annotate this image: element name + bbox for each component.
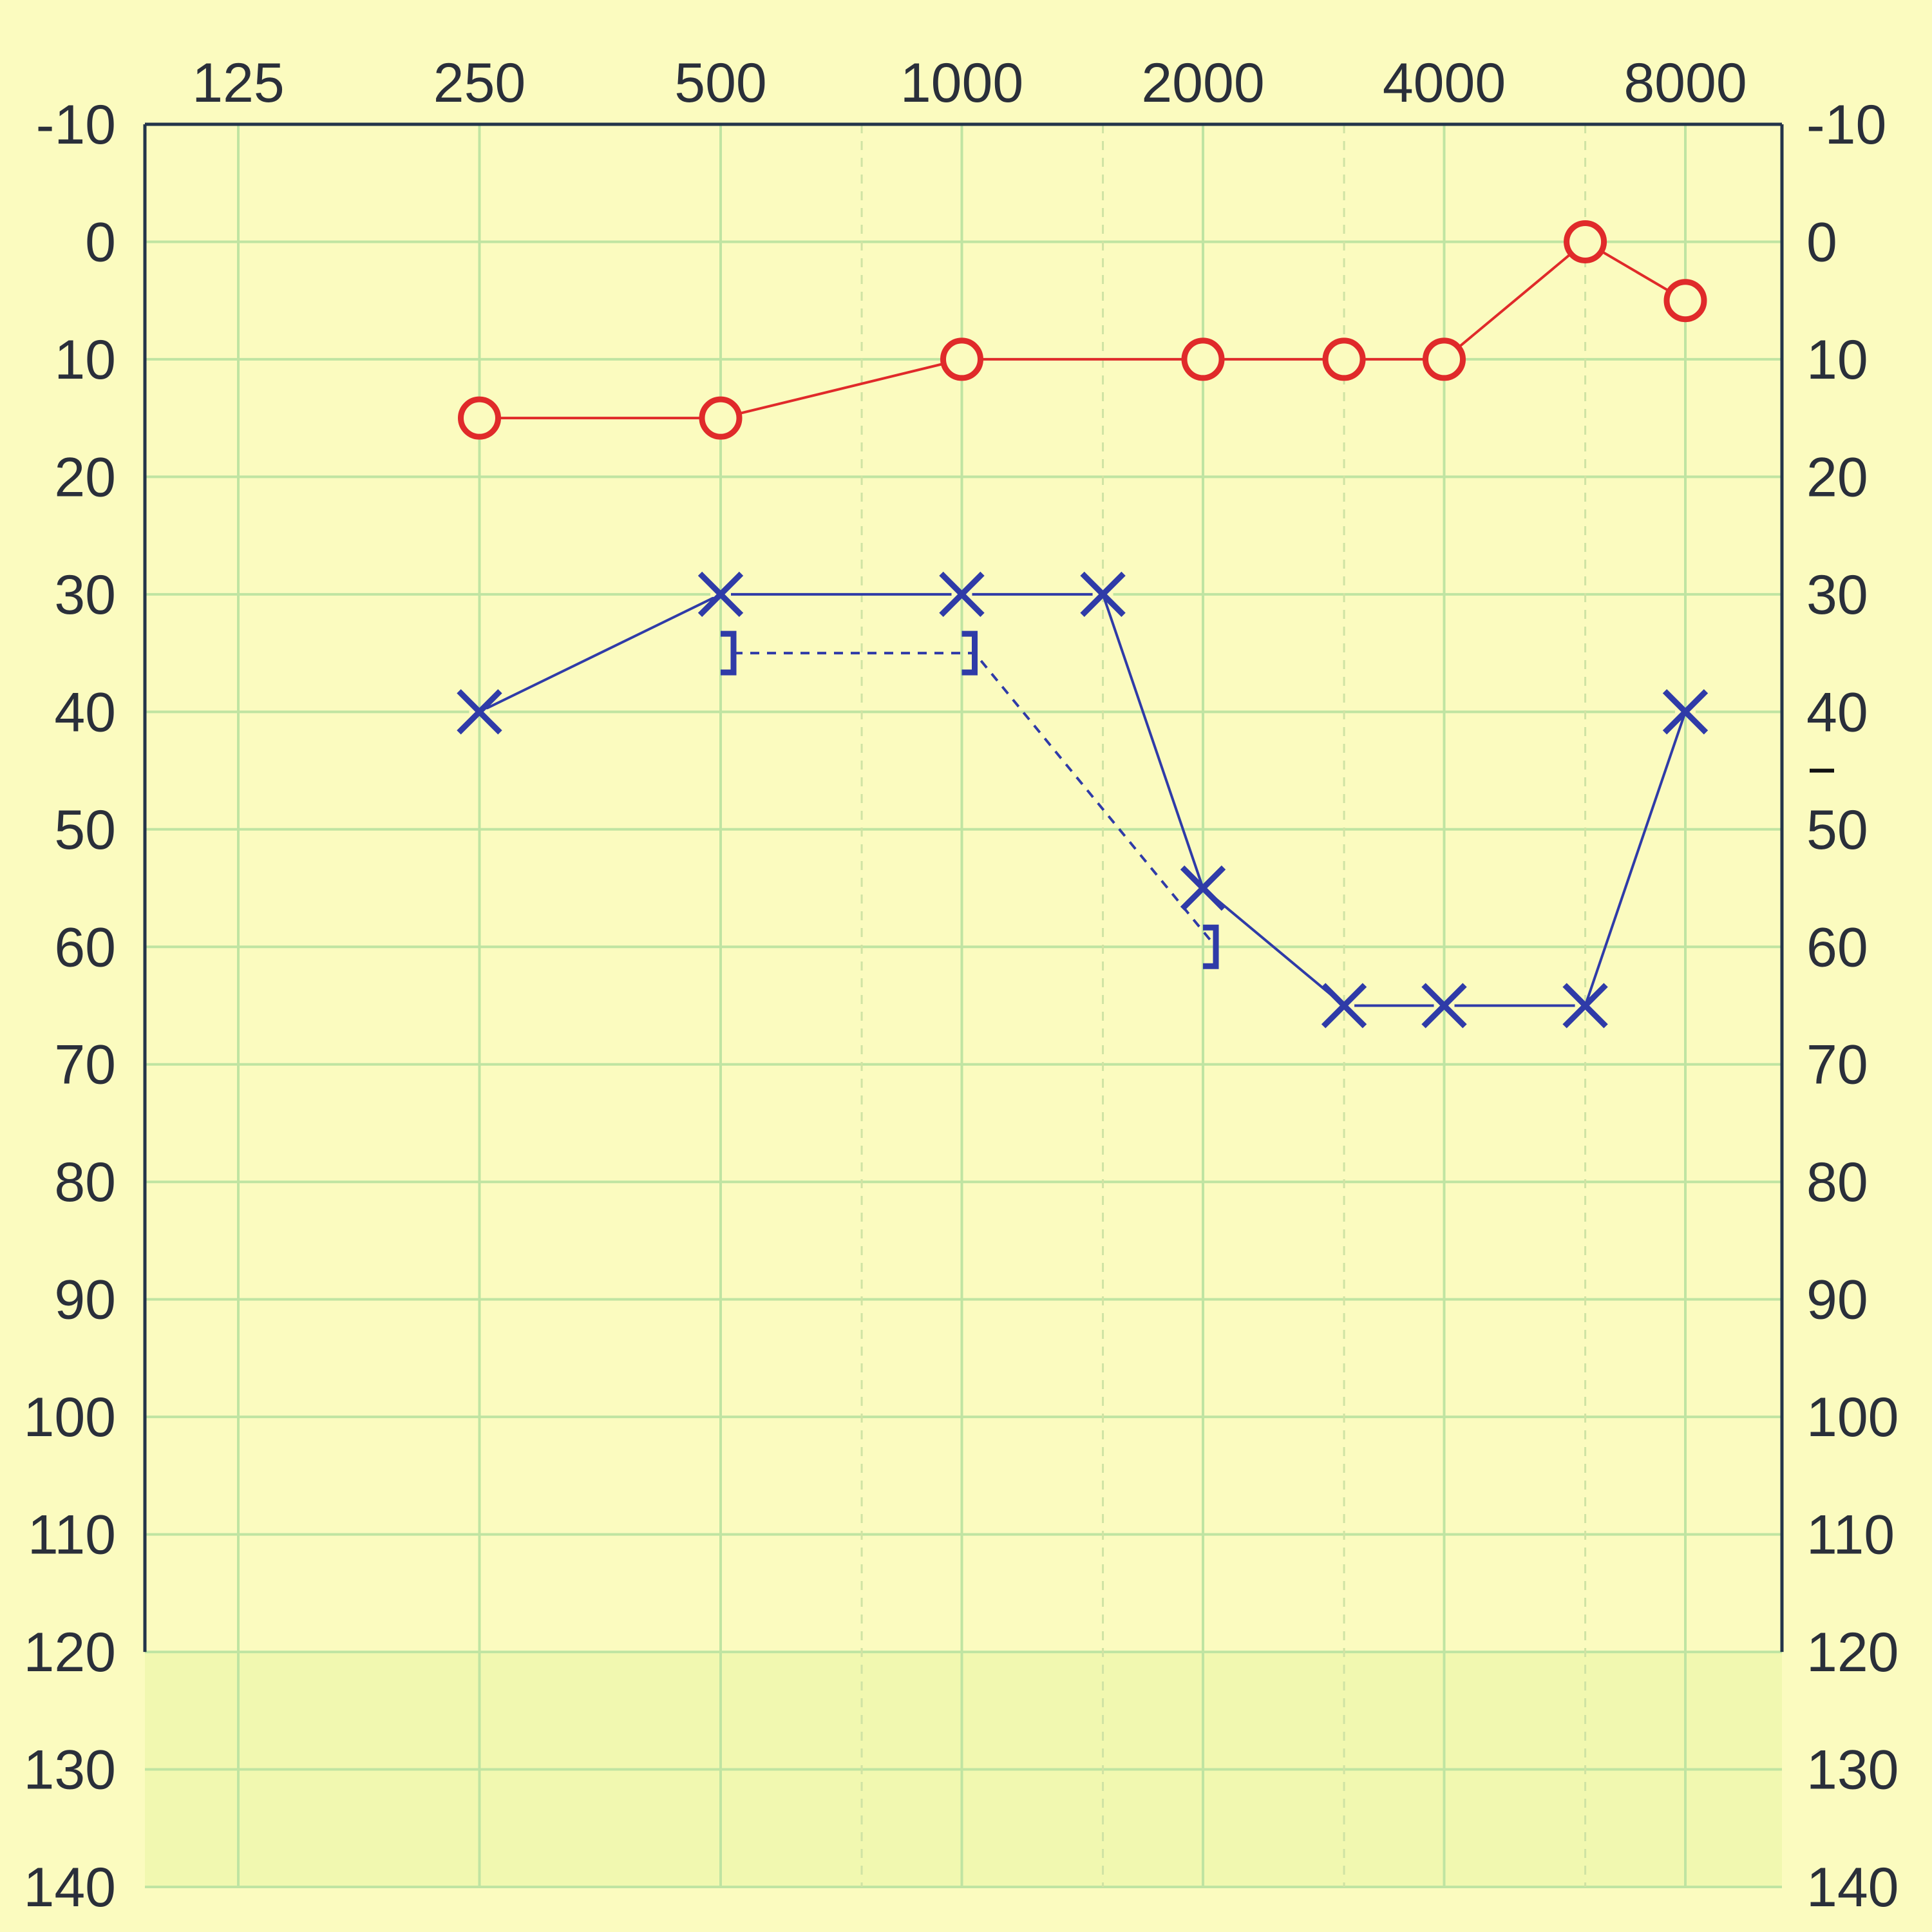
x-marker	[1421, 983, 1467, 1028]
series-cross	[457, 571, 1709, 1028]
x-marker	[1321, 983, 1367, 1028]
x-tick-label: 250	[433, 52, 526, 114]
x-marker-stroke	[1080, 571, 1126, 618]
y-tick-label-left: 20	[54, 446, 116, 508]
x-marker	[1080, 571, 1126, 618]
circle-marker	[699, 396, 743, 440]
x-marker-stroke	[457, 689, 502, 735]
y-tick-label-right: -10	[1806, 94, 1886, 156]
y-tick-label-right: 130	[1806, 1739, 1899, 1801]
y-tick-label-right: 140	[1806, 1857, 1899, 1918]
y-tick-label-right: 10	[1806, 329, 1868, 391]
y-tick-label-right: 60	[1806, 916, 1868, 978]
circle-marker	[1423, 337, 1466, 381]
x-marker-stroke	[1662, 689, 1709, 735]
x-marker	[1662, 689, 1709, 735]
bracket-marker	[961, 630, 978, 676]
y-tick-labels-right: -10 0 10 20 30 40 50 60 70 80 90 100 110 120 130 140	[1806, 94, 1899, 1918]
series	[457, 220, 1709, 1028]
x-tick-label: 125	[192, 52, 285, 114]
x-marker-stroke	[697, 571, 744, 618]
y-tick-label-right: 0	[1806, 211, 1837, 273]
y-tick-label-left: 0	[85, 211, 116, 273]
circle-marker	[458, 396, 501, 440]
x-marker	[939, 571, 985, 618]
y-tick-label-right: 80	[1806, 1151, 1868, 1213]
x-tick-label: 8000	[1624, 52, 1747, 114]
x-marker	[457, 689, 502, 735]
y-tick-label-left: 130	[24, 1739, 117, 1801]
circle-marker	[1663, 279, 1707, 323]
y-tick-label-left: 140	[24, 1857, 117, 1918]
x-marker-stroke	[1321, 983, 1367, 1028]
y-tick-label-right: 40	[1806, 681, 1868, 743]
x-tick-label: 2000	[1141, 52, 1264, 114]
x-tick-labels: 125 250 500 1000 2000 4000 8000	[192, 52, 1747, 114]
y-tick-label-left: 100	[24, 1387, 117, 1448]
circle-marker	[1181, 337, 1225, 381]
x-marker	[697, 571, 744, 618]
y-tick-label-left: 80	[54, 1151, 116, 1213]
y-tick-label-left: 30	[54, 564, 116, 626]
y-tick-label-left: 120	[24, 1622, 117, 1683]
y-tick-label-right: 20	[1806, 446, 1868, 508]
axes	[143, 122, 1784, 1653]
y-tick-label-right: 30	[1806, 564, 1868, 626]
y-tick-label-left: 60	[54, 916, 116, 978]
series-circle	[458, 220, 1707, 440]
circle-marker	[940, 337, 983, 381]
circle-marker	[1564, 220, 1607, 263]
y-tick-labels-left: -10 0 10 20 30 40 50 60 70 80 90 100 110 120 130 140	[24, 94, 117, 1918]
x-marker-stroke	[1562, 983, 1608, 1028]
y-tick-label-right: 100	[1806, 1387, 1899, 1448]
x-marker-stroke	[1180, 865, 1226, 911]
x-tick-label: 4000	[1383, 52, 1506, 114]
y-tick-label-left: 90	[54, 1269, 116, 1331]
y-tick-label-left: -10	[36, 94, 116, 156]
y-tick-label-left: 40	[54, 681, 116, 743]
bracket-marker	[721, 630, 737, 676]
circle-marker	[1322, 337, 1366, 381]
y-tick-label-right: 50	[1806, 799, 1868, 861]
y-tick-label-left: 70	[54, 1034, 116, 1096]
x-tick-label: 500	[674, 52, 767, 114]
x-marker-stroke	[1421, 983, 1467, 1028]
series-bracket-right	[721, 630, 1219, 969]
y-tick-label-left: 110	[28, 1504, 116, 1566]
x-marker	[1180, 865, 1226, 911]
x-marker	[1562, 983, 1608, 1028]
y-tick-label-right: 90	[1806, 1269, 1868, 1331]
x-tick-label: 1000	[900, 52, 1023, 114]
y-tick-label-right: 110	[1806, 1504, 1895, 1566]
y-tick-label-right: 120	[1806, 1622, 1899, 1683]
bracket-marker	[1203, 924, 1219, 969]
series-line	[479, 240, 1687, 420]
y-tick-label-left: 10	[54, 329, 116, 391]
y-tick-label-right: 70	[1806, 1034, 1868, 1096]
y-tick-label-left: 50	[54, 799, 116, 861]
x-marker-stroke	[939, 571, 985, 618]
